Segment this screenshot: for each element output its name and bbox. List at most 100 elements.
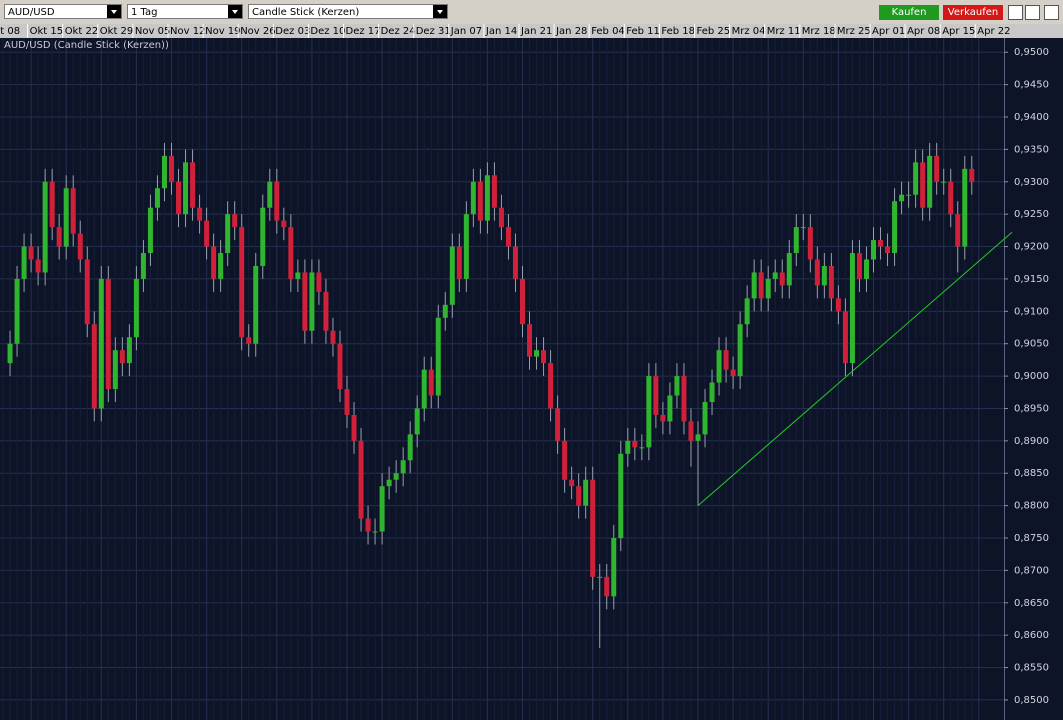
candle-body — [555, 408, 561, 441]
candle-body — [646, 376, 652, 448]
candle-body — [365, 518, 371, 532]
x-tick-label: Jan 28 — [555, 26, 587, 37]
candle-body — [393, 473, 399, 480]
candle-body — [660, 414, 666, 422]
y-tick-label: 0,8900 — [1014, 436, 1049, 447]
candle-body — [569, 479, 575, 487]
chart-title: AUD/USD (Candle Stick (Kerzen)) — [4, 40, 169, 51]
candle-body — [161, 155, 167, 189]
x-tick-label: Feb 11 — [626, 26, 660, 37]
candle-body — [169, 155, 174, 182]
candle-body — [463, 214, 469, 279]
candle-body — [274, 181, 280, 221]
plot-area — [0, 38, 1004, 720]
candle-body — [77, 233, 83, 260]
chart-type-select[interactable]: Candle Stick (Kerzen) — [248, 4, 448, 19]
y-tick-label: 0,9100 — [1014, 306, 1049, 317]
candle-body — [56, 227, 62, 247]
candle-body — [456, 246, 462, 279]
x-tick-label: Nov 19 — [205, 26, 240, 37]
dropdown-arrow[interactable] — [107, 5, 121, 18]
dropdown-arrow[interactable] — [228, 5, 242, 18]
candle-body — [407, 434, 413, 461]
candle-body — [246, 337, 252, 344]
candle-body — [28, 246, 34, 260]
candle-body — [344, 389, 350, 415]
sell-button[interactable]: Verkaufen — [943, 5, 1003, 20]
candle-body — [119, 350, 125, 364]
candle-body — [948, 181, 954, 215]
tool-icon[interactable] — [1008, 5, 1023, 20]
candle-body — [814, 259, 820, 286]
window-icon[interactable] — [1044, 5, 1059, 20]
x-tick-label: Mrz 11 — [767, 26, 801, 37]
candle-body — [351, 414, 357, 441]
candle-body — [14, 278, 20, 344]
y-tick-label: 0,8750 — [1014, 533, 1049, 544]
symbol-select[interactable]: AUD/USD — [4, 4, 122, 19]
candle-body — [421, 369, 427, 409]
candle-body — [133, 278, 139, 338]
candle-body — [653, 376, 659, 415]
candle-body — [688, 421, 694, 441]
candle-body — [204, 220, 210, 247]
candle-body — [183, 162, 189, 215]
candle-body — [260, 207, 266, 266]
candle-body — [21, 246, 27, 279]
x-tick-label: Feb 18 — [661, 26, 695, 37]
x-tick-label: Dez 10 — [310, 26, 345, 37]
candle-body — [527, 324, 533, 357]
candle-body — [302, 272, 308, 331]
candle-body — [849, 253, 855, 364]
candle-body — [639, 447, 645, 449]
candle-body — [906, 194, 912, 196]
candle-body — [583, 479, 589, 506]
x-tick-label: Apr 15 — [942, 26, 975, 37]
x-tick-label: Apr 22 — [977, 26, 1010, 37]
buy-button[interactable]: Kaufen — [879, 5, 939, 20]
x-tick-label: Apr 01 — [872, 26, 905, 37]
candle-body — [84, 259, 90, 325]
candle-body — [962, 168, 968, 247]
candle-body — [267, 181, 273, 208]
candle-body — [330, 330, 336, 344]
dropdown-arrow[interactable] — [433, 5, 447, 18]
period: 1 Tag — [131, 7, 158, 18]
candle-body — [512, 246, 518, 279]
x-tick-label: Feb 25 — [697, 26, 731, 37]
candle-body — [611, 538, 617, 597]
candle-body — [400, 460, 406, 474]
candle-body — [316, 272, 322, 292]
candle-body — [91, 324, 97, 409]
chart: AUD/USD (Candle Stick (Kerzen)) 0,9500 0,… — [0, 24, 1063, 720]
candle-body — [253, 265, 259, 344]
candle-body — [435, 317, 441, 396]
candle-body — [98, 278, 104, 409]
candle-body — [7, 343, 13, 364]
candle-body — [414, 408, 420, 435]
candle-body — [681, 376, 687, 422]
trendline — [697, 231, 1013, 506]
candle-body — [625, 440, 631, 454]
period-select[interactable]: 1 Tag — [127, 4, 243, 19]
candle-body — [190, 162, 196, 208]
x-tick-label: Dez 31 — [416, 26, 451, 37]
candle-body — [428, 369, 434, 396]
candle-body — [807, 227, 813, 260]
candle-body — [520, 278, 525, 325]
candle-body — [793, 227, 799, 254]
candle-body — [218, 253, 224, 279]
candle-body — [927, 155, 933, 208]
candle-body — [920, 162, 926, 208]
draw-icon[interactable] — [1025, 5, 1040, 20]
candle-body — [197, 207, 203, 221]
candle-body — [632, 440, 638, 448]
candle-body — [309, 272, 315, 331]
candle-body — [105, 278, 111, 390]
x-tick-label: Jan 07 — [450, 26, 482, 37]
candle-body — [856, 253, 862, 279]
y-tick-label: 0,9050 — [1014, 339, 1049, 350]
y-tick-label: 0,9400 — [1014, 112, 1049, 123]
candle-body — [42, 181, 48, 273]
